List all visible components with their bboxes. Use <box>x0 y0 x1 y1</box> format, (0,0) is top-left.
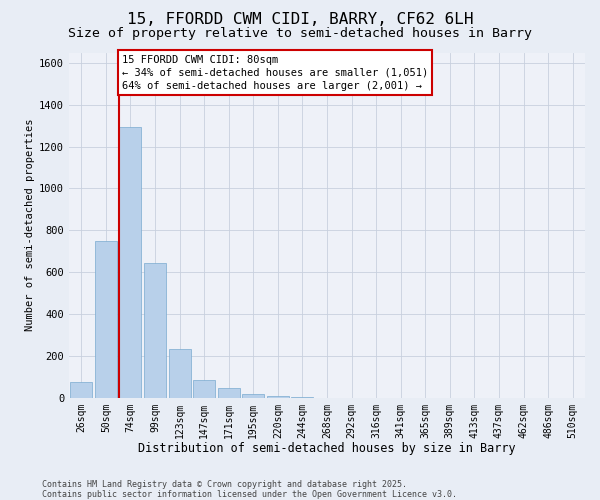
Bar <box>242 394 265 398</box>
Bar <box>70 382 92 398</box>
Bar <box>169 350 191 398</box>
Text: 15, FFORDD CWM CIDI, BARRY, CF62 6LH: 15, FFORDD CWM CIDI, BARRY, CF62 6LH <box>127 12 473 28</box>
X-axis label: Distribution of semi-detached houses by size in Barry: Distribution of semi-detached houses by … <box>138 442 516 455</box>
Bar <box>119 126 142 398</box>
Bar <box>95 240 117 398</box>
Bar <box>144 262 166 398</box>
Bar <box>193 380 215 398</box>
Text: Size of property relative to semi-detached houses in Barry: Size of property relative to semi-detach… <box>68 28 532 40</box>
Text: Contains HM Land Registry data © Crown copyright and database right 2025.
Contai: Contains HM Land Registry data © Crown c… <box>42 480 457 499</box>
Text: 15 FFORDD CWM CIDI: 80sqm
← 34% of semi-detached houses are smaller (1,051)
64% : 15 FFORDD CWM CIDI: 80sqm ← 34% of semi-… <box>122 54 428 91</box>
Bar <box>267 396 289 398</box>
Y-axis label: Number of semi-detached properties: Number of semi-detached properties <box>25 118 35 331</box>
Bar <box>218 388 240 398</box>
